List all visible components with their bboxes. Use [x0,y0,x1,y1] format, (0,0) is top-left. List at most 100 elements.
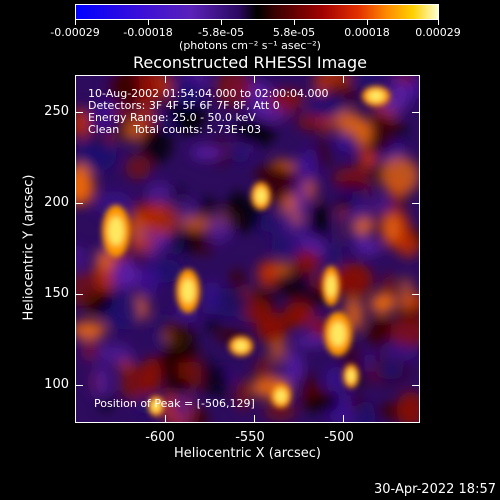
emission-patch [92,364,112,401]
emission-patch [215,76,252,107]
emission-patch [106,76,141,106]
emission-patch [167,326,197,360]
clean-counts-text: Clean Total counts: 5.73E+03 [88,123,262,136]
emission-patch [333,212,363,247]
emission-patch [206,215,231,243]
emission-patch [229,190,246,209]
y-tick [412,112,419,113]
y-tick [76,112,83,113]
emission-patch [286,350,303,386]
emission-patch [356,400,376,422]
emission-patch [174,392,190,420]
x-tick [254,415,255,422]
image-title: Reconstructed RHESSI Image [133,53,367,72]
emission-patch [78,137,117,172]
colorbar-tick [294,20,295,25]
emission-patch [311,202,329,239]
x-tick [343,76,344,83]
emission-hotspot [255,188,267,204]
emission-patch [293,334,331,348]
detectors-text: Detectors: 3F 4F 5F 6F 7F 8F, Att 0 [88,99,280,112]
emission-patch [111,259,139,290]
y-tick-label: 100 [44,377,69,392]
colorbar-tick [75,20,76,25]
emission-patch [320,112,334,134]
emission-hotspot [151,400,161,412]
emission-patch [141,357,162,395]
colorbar-tick-label: -5.8e-05 [197,26,245,39]
emission-patch [140,204,180,236]
emission-patch [95,343,134,364]
emission-patch [82,344,99,357]
emission-hotspot [326,275,336,297]
colorbar-tick-label: -0.00029 [50,26,100,39]
emission-patch [372,293,397,312]
emission-patch [76,246,85,269]
emission-patch [166,378,192,397]
emission-patch [302,391,340,413]
y-tick [76,294,83,295]
rhessi-image [75,75,420,423]
y-tick [412,385,419,386]
x-tick [343,415,344,422]
emission-patch [269,369,291,382]
x-tick [165,76,166,83]
x-tick-label: -550 [235,430,265,445]
emission-hotspot [346,369,356,383]
emission-patch [326,366,349,392]
colorbar-tick-label: -0.00018 [123,26,173,39]
emission-patch [306,94,346,117]
time-range-text: 10-Aug-2002 01:54:04.000 to 02:00:04.000 [88,87,329,100]
emission-patch [124,119,143,142]
emission-patch [213,364,228,399]
emission-hotspot [330,321,346,347]
emission-patch [125,155,152,181]
emission-patch [396,233,419,258]
emission-patch [257,260,279,287]
x-tick [254,76,255,83]
x-tick [165,415,166,422]
emission-patch [298,154,314,170]
y-tick-label: 200 [44,195,69,210]
emission-hotspot [181,278,195,304]
emission-patch [390,315,419,349]
x-tick-label: -500 [324,430,354,445]
emission-patch [191,145,224,160]
emission-patch [396,391,419,422]
emission-patch [141,125,173,164]
y-tick [412,203,419,204]
emission-patch [104,292,142,330]
energy-range-text: Energy Range: 25.0 - 50.0 keV [88,111,256,124]
emission-patch [209,288,249,317]
colorbar-tick [367,20,368,25]
emission-patch [378,360,405,380]
colorbar-tick-label: 0.00018 [344,26,390,39]
emission-patch [91,101,116,135]
y-axis-title: Heliocentric Y (arcsec) [21,174,37,321]
emission-patch [355,218,373,235]
emission-patch [297,112,326,131]
emission-patch [173,77,201,107]
emission-patch [293,249,321,274]
emission-patch [201,356,215,395]
emission-patch [76,107,90,140]
emission-patch [242,297,272,324]
emission-patch [267,89,305,109]
emission-patch [399,276,414,312]
emission-patch [96,249,113,270]
emission-patch [383,214,399,242]
emission-patch [253,165,292,182]
emission-patch [76,163,93,204]
x-tick-label: -600 [145,430,175,445]
emission-patch [346,204,381,222]
emission-patch [281,207,294,223]
colorbar [75,4,439,20]
x-axis-title: Heliocentric X (arcsec) [174,446,321,461]
y-tick-label: 250 [44,104,69,119]
emission-patch [337,195,355,211]
emission-patch [337,180,368,193]
colorbar-units: (photons cm⁻² s⁻¹ asec⁻²) [179,39,321,52]
emission-patch [174,99,205,135]
y-tick [76,203,83,204]
y-tick [412,294,419,295]
